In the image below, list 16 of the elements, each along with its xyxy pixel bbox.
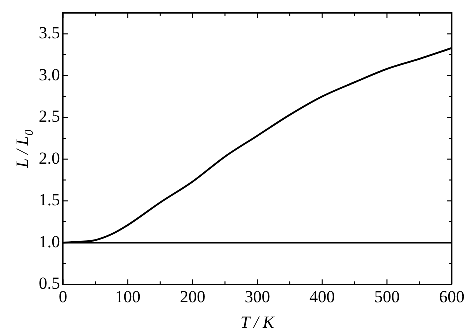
y-axis-title: L / L0 [13,130,36,169]
y-tick-label: 2.5 [39,107,60,126]
x-tick-label: 600 [439,287,465,306]
text: 1.0 [39,232,60,252]
x-axis-title: T / K [240,313,276,331]
y-tick-label: 1.5 [39,190,60,210]
x-tick-label: 300 [244,287,270,306]
x-tick-label: 100 [115,287,141,306]
text: 2.0 [39,148,60,168]
x-tick-label: 200 [180,287,206,306]
y-tick-label: 0.5 [39,274,60,294]
x-tick-label: 500 [374,287,400,306]
x-tick-label: 0 [59,287,68,306]
y-tick-label: 3.5 [39,24,60,43]
x-tick-label: 400 [310,287,336,306]
text: 3.0 [39,65,60,84]
